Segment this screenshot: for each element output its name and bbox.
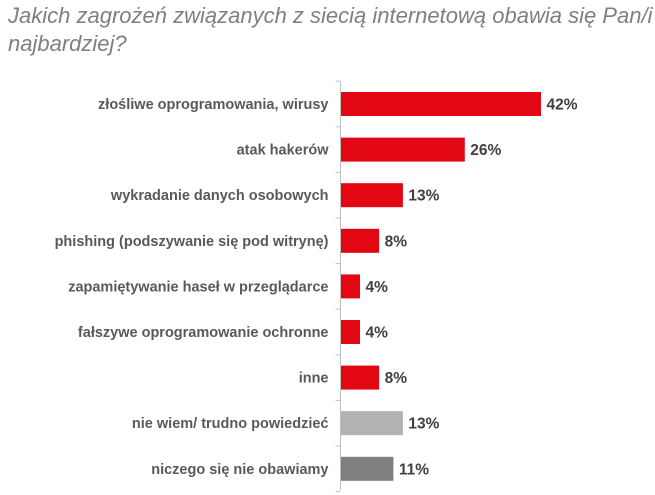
data-label: 13% [408, 188, 439, 205]
data-label: 4% [366, 279, 389, 296]
bar [341, 365, 380, 390]
bar [341, 92, 541, 116]
data-label: 8% [385, 370, 408, 387]
bar [341, 456, 394, 481]
category-label: zapamiętywanie haseł w przeglądarce [68, 279, 328, 295]
bar [341, 411, 403, 436]
category-label: fałszywe oprogramowanie ochronne [78, 325, 329, 341]
bar [341, 228, 380, 253]
category-label: wykradanie danych osobowych [110, 188, 329, 204]
bar [341, 320, 360, 344]
data-label: 26% [470, 142, 501, 159]
chart-title: Jakich zagrożeń związanych z siecią inte… [8, 3, 653, 56]
category-label: inne [299, 371, 329, 387]
bar [341, 137, 465, 162]
category-label: nie wiem/ trudno powiedzieć [132, 416, 329, 432]
data-label: 8% [385, 233, 408, 250]
data-label: 13% [408, 416, 439, 433]
bar [341, 183, 403, 208]
data-label: 4% [366, 325, 389, 342]
category-label: atak hakerów [237, 143, 330, 159]
bar [341, 274, 360, 299]
category-label: phishing (podszywanie się pod witrynę) [55, 234, 329, 250]
category-label: złośliwe oprogramowania, wirusy [98, 97, 328, 113]
data-label: 42% [547, 97, 578, 114]
category-label: niczego się nie obawiamy [151, 462, 328, 478]
data-label: 11% [399, 461, 429, 478]
